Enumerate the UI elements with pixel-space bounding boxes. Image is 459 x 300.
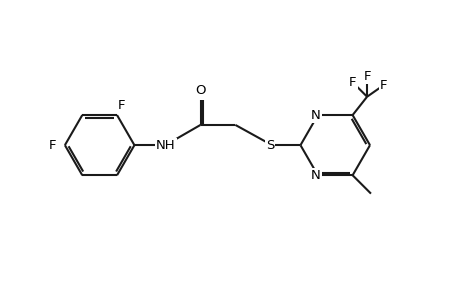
- Text: S: S: [265, 139, 274, 152]
- Text: F: F: [49, 139, 56, 152]
- Text: N: N: [310, 109, 320, 122]
- Text: F: F: [118, 99, 125, 112]
- Text: NH: NH: [156, 139, 175, 152]
- Text: O: O: [195, 84, 205, 97]
- Text: F: F: [379, 79, 386, 92]
- Text: F: F: [348, 76, 356, 89]
- Text: N: N: [310, 169, 320, 182]
- Text: F: F: [363, 70, 370, 83]
